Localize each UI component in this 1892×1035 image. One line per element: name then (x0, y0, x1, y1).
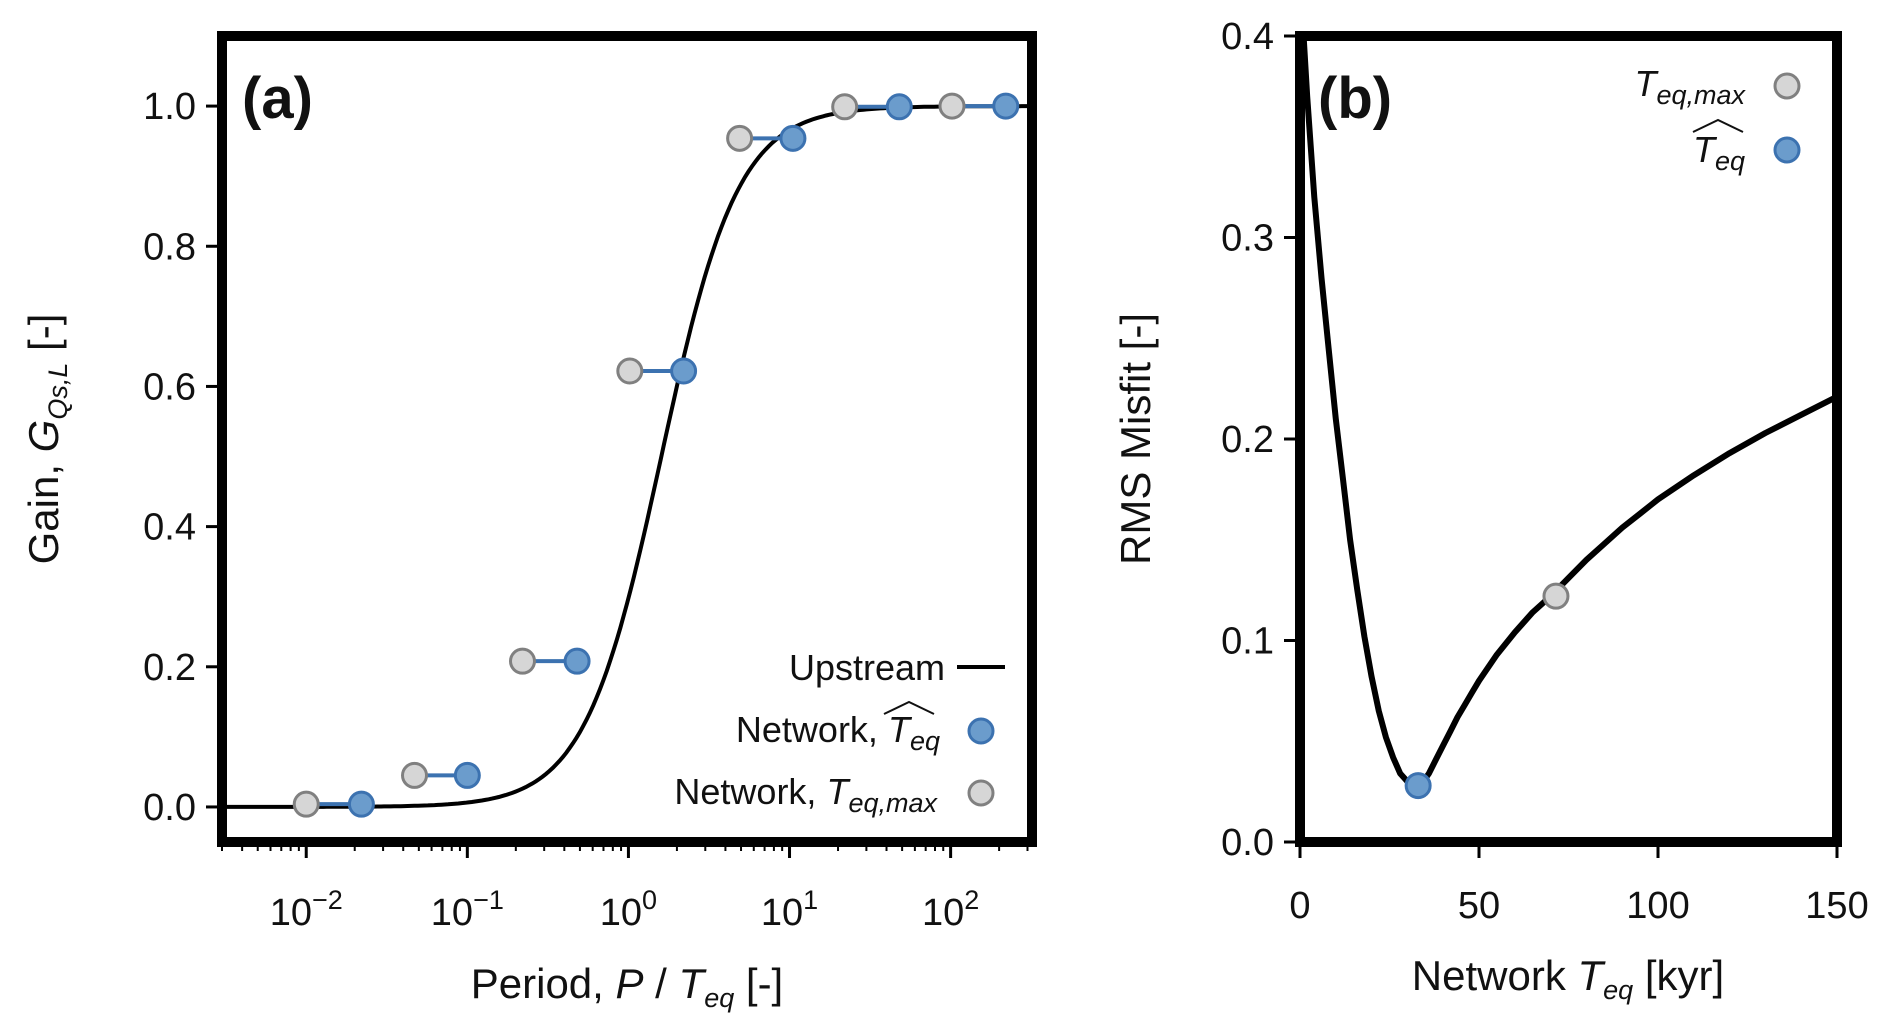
misfit-curve (1300, 35, 1839, 789)
y-tick-label: 0.4 (143, 507, 196, 549)
network-teq-max-point (938, 92, 966, 120)
network-teq-max-point (726, 124, 754, 152)
network-teq-hat-point (347, 790, 375, 818)
x-tick-label: 50 (1458, 885, 1500, 927)
teq-max-point (1542, 582, 1570, 610)
legend-teq-max-marker (1773, 72, 1801, 100)
legend-network-teq-max-label: Network, Teq,max (674, 771, 938, 818)
panel-b-x-axis-title: Network Teq [kyr] (1412, 952, 1724, 1005)
y-tick-label: 0.8 (143, 226, 196, 268)
x-tick-label: 0 (1289, 885, 1310, 927)
y-tick-label: 0.0 (143, 787, 196, 829)
x-tick-label: 100 (600, 885, 657, 934)
x-tick-label: 101 (761, 885, 818, 934)
network-teq-max-point (831, 93, 859, 121)
network-teq-hat-point (670, 357, 698, 385)
y-tick-label: 0.3 (1221, 218, 1274, 260)
network-teq-max-point (292, 790, 320, 818)
legend-hat-accent (1692, 118, 1744, 133)
network-teq-max-point (401, 761, 429, 789)
x-tick-label: 102 (922, 885, 979, 934)
panel-a: 0.00.20.40.60.81.010−2 10−1 100 101 102 (a) … (20, 31, 1037, 1013)
panel-b-y-axis-title: RMS Misfit [-] (1112, 313, 1159, 565)
network-teq-hat-point (779, 124, 807, 152)
network-teq-hat-point (885, 93, 913, 121)
panel-a-legend: Upstream Network, Teq Network, Teq,max (674, 647, 1005, 818)
y-tick-label: 0.4 (1221, 16, 1274, 58)
legend-network-teq-hat-label: Network, Teq (736, 709, 940, 756)
panel-a-label: (a) (242, 66, 313, 131)
x-tick-label: 10−2 (270, 885, 343, 934)
x-tick-label: 150 (1805, 885, 1868, 927)
panel-a-y-axis-title: Gain, GQs,L [-] (20, 314, 73, 565)
x-tick-label: 100 (1626, 885, 1689, 927)
y-tick-label: 1.0 (143, 86, 196, 128)
panel-b: 0.0 0.1 0.2 0.3 0.4 0 50 100 150 (b) Network Teq… (1112, 16, 1869, 1005)
x-tick-label: 10−1 (431, 885, 504, 934)
y-tick-label: 0.0 (1221, 822, 1274, 864)
legend-upstream-label: Upstream (789, 647, 945, 688)
panel-a-x-axis-title: Period, P / Teq [-] (471, 960, 783, 1013)
legend-hat-accent (883, 700, 935, 715)
y-tick-label: 0.2 (1221, 419, 1274, 461)
panel-a-frame (217, 31, 1037, 847)
y-tick-label: 0.1 (1221, 621, 1274, 663)
legend-network-teq-max-marker (967, 779, 995, 807)
network-teq-hat-point (992, 92, 1020, 120)
network-teq-hat-point (453, 761, 481, 789)
y-tick-label: 0.2 (143, 647, 196, 689)
teq-hat-point (1404, 772, 1432, 800)
legend-teq-max-label: Teq,max (1634, 63, 1746, 110)
network-teq-max-point (508, 647, 536, 675)
network-teq-hat-point (563, 647, 591, 675)
legend-network-teq-hat-marker (967, 717, 995, 745)
panel-b-legend: Teq,max Teq (1634, 63, 1801, 176)
legend-teq-hat-marker (1773, 136, 1801, 164)
y-tick-label: 0.6 (143, 366, 196, 408)
legend-teq-hat-label: Teq (1693, 129, 1745, 176)
panel-b-label: (b) (1318, 66, 1392, 131)
network-teq-max-point (616, 357, 644, 385)
